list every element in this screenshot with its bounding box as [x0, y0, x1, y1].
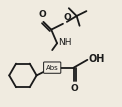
Text: OH: OH [88, 54, 105, 64]
Text: Abs: Abs [46, 65, 59, 71]
Text: NH: NH [58, 38, 72, 47]
Text: O: O [63, 13, 71, 22]
Text: O: O [39, 10, 46, 19]
Text: O: O [71, 84, 79, 93]
FancyBboxPatch shape [44, 62, 61, 73]
